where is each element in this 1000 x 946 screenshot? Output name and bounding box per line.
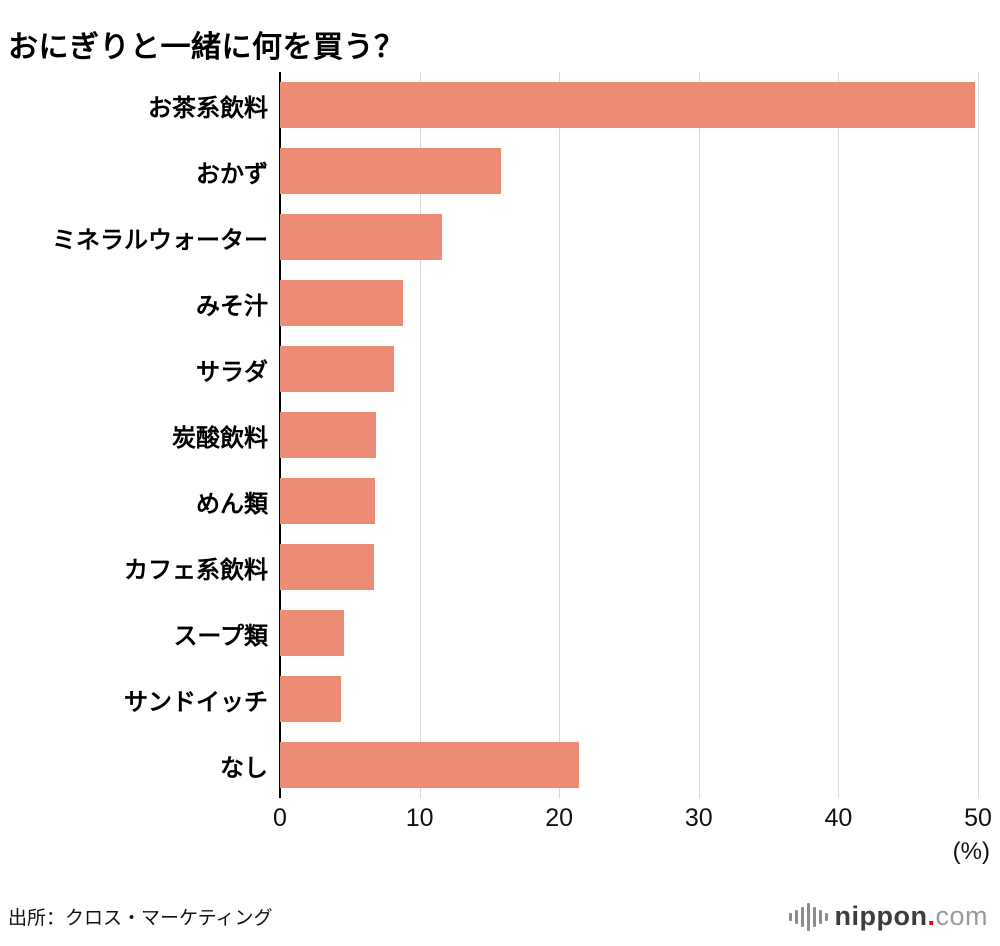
bar-track	[280, 402, 978, 468]
logo-bar	[800, 906, 804, 927]
category-label: お茶系飲料	[148, 94, 268, 122]
bar	[280, 346, 395, 392]
bar-track	[280, 270, 978, 336]
bar	[280, 82, 976, 128]
logo-bar	[806, 902, 810, 931]
bar-track	[280, 732, 978, 798]
bar-track	[280, 336, 978, 402]
category-label: めん類	[196, 490, 268, 518]
category-label: みそ汁	[196, 292, 268, 320]
logo-bar	[794, 909, 798, 924]
bar-row: めん類	[0, 468, 1000, 534]
logo-nippon-word: nippon	[834, 901, 928, 931]
bar-row: なし	[0, 732, 1000, 798]
logo-bar	[818, 909, 822, 924]
logo-com-word: com	[935, 901, 988, 931]
category-label: スープ類	[173, 622, 268, 650]
x-axis-labels: 0 10 20 30 40 50	[273, 804, 992, 834]
x-tick-label: 30	[684, 804, 713, 832]
bar-row: お茶系飲料	[0, 72, 1000, 138]
category-label: カフェ系飲料	[124, 556, 268, 584]
chart-title: おにぎりと一緒に何を買う？	[8, 31, 405, 65]
bar-track	[280, 666, 978, 732]
bar	[280, 742, 579, 788]
bar-track	[280, 204, 978, 270]
logo-bar	[788, 912, 792, 921]
category-label: なし	[220, 754, 268, 782]
bar-rows: お茶系飲料おかずミネラルウォーターみそ汁サラダ炭酸飲料めん類カフェ系飲料スープ類…	[0, 72, 1000, 798]
category-label: おかず	[196, 160, 268, 188]
bar	[280, 412, 377, 458]
bar-row: おかず	[0, 138, 1000, 204]
x-tick-label: 0	[273, 804, 287, 832]
bar-row: 炭酸飲料	[0, 402, 1000, 468]
bar-track	[280, 138, 978, 204]
logo-dot: .	[927, 901, 936, 931]
bar-track	[280, 600, 978, 666]
bar	[280, 148, 501, 194]
bar	[280, 214, 442, 260]
bar-track	[280, 468, 978, 534]
x-tick-label: 10	[405, 804, 434, 832]
category-label: サラダ	[196, 358, 268, 386]
bar-row: サラダ	[0, 336, 1000, 402]
source-note: 出所：クロス・マーケティング	[8, 908, 273, 929]
bar-track	[280, 534, 978, 600]
nippon-logo-icon	[788, 902, 828, 932]
x-axis-unit: (%)	[952, 838, 990, 865]
bar-row: ミネラルウォーター	[0, 204, 1000, 270]
bar-row: スープ類	[0, 600, 1000, 666]
bar	[280, 676, 342, 722]
x-tick-label: 50	[964, 804, 992, 832]
category-label: サンドイッチ	[124, 688, 268, 716]
logo-bar	[824, 912, 828, 921]
bar-row: みそ汁	[0, 270, 1000, 336]
logo-bar	[812, 906, 816, 927]
bar-row: サンドイッチ	[0, 666, 1000, 732]
bar-track	[280, 72, 978, 138]
category-label: ミネラルウォーター	[52, 226, 268, 254]
bar	[280, 280, 403, 326]
bar	[280, 544, 374, 590]
bar	[280, 478, 375, 524]
bar-row: カフェ系飲料	[0, 534, 1000, 600]
bar	[280, 610, 345, 656]
x-tick-label: 40	[824, 804, 853, 832]
x-tick-label: 20	[545, 804, 574, 832]
nippon-logo: nippon.com	[788, 901, 989, 932]
category-label: 炭酸飲料	[172, 424, 268, 452]
nippon-logo-text: nippon.com	[835, 901, 989, 932]
